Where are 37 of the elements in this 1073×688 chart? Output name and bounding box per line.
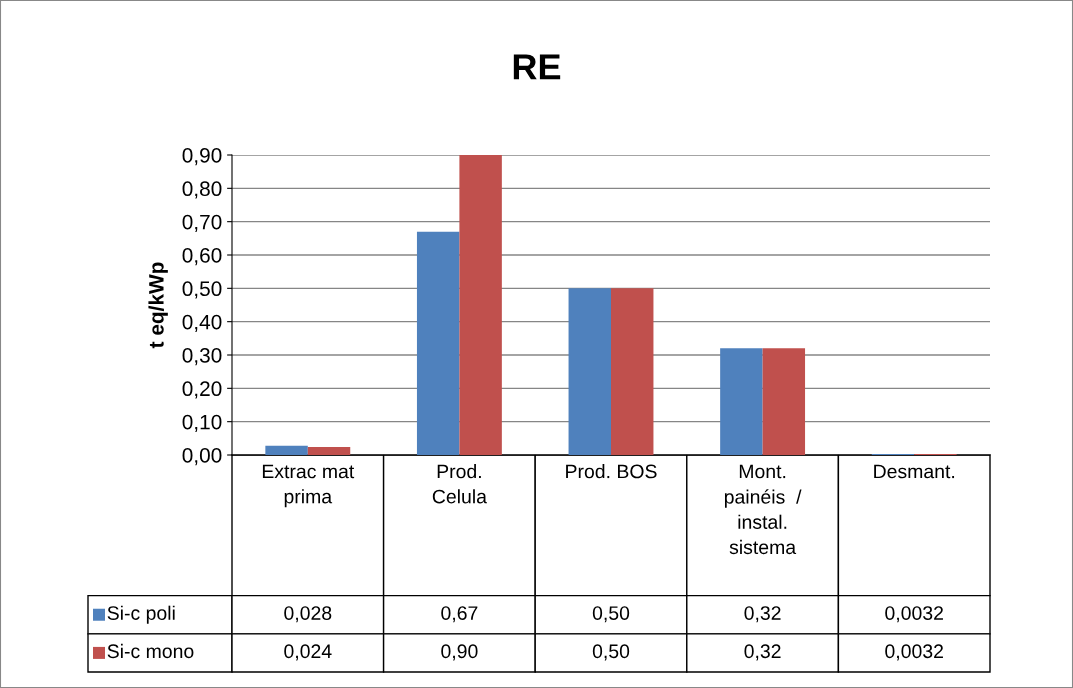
legend-label: Si-c mono — [107, 643, 194, 659]
x-tick-label: Mont. painéis / instal. sistema — [724, 464, 802, 555]
data-label: 0,50 — [592, 644, 630, 661]
bar — [265, 445, 308, 455]
y-tick-label: 0,70 — [182, 214, 222, 232]
data-label: 0,32 — [744, 606, 781, 623]
data-label: 0,32 — [744, 644, 781, 661]
y-tick-label: 0,40 — [182, 314, 222, 332]
y-tick-label: 0,60 — [182, 248, 222, 266]
y-tick-label: 0,30 — [182, 348, 222, 366]
bar — [568, 288, 611, 455]
chart-title: RE — [513, 54, 561, 80]
y-tick-label: 0,00 — [182, 448, 222, 466]
bar — [459, 155, 502, 455]
x-tick-label: Prod. Celula — [432, 464, 487, 504]
data-label: 0,67 — [441, 606, 478, 623]
data-label: 0,028 — [284, 606, 332, 623]
data-label: 0,0032 — [885, 606, 943, 623]
data-label: 0,90 — [441, 644, 478, 661]
x-tick-label: Desmant. — [874, 464, 955, 479]
data-label: 0,50 — [592, 606, 630, 623]
y-axis-title: t eq/kWp — [148, 262, 168, 349]
bar — [762, 348, 806, 455]
y-tick-label: 0,90 — [182, 148, 222, 166]
bar — [307, 447, 351, 455]
bar — [720, 348, 763, 455]
legend-label: Si-c poli — [107, 605, 175, 624]
y-tick-label: 0,10 — [182, 414, 222, 432]
y-tick-label: 0,50 — [182, 281, 222, 299]
bar — [416, 231, 460, 455]
y-tick-label: 0,20 — [182, 381, 222, 399]
x-tick-label: Prod. BOS — [566, 464, 657, 479]
y-tick-label: 0,80 — [182, 181, 222, 199]
bar — [611, 288, 654, 455]
data-label: 0,024 — [284, 644, 332, 661]
data-label: 0,0032 — [885, 644, 943, 661]
x-tick-label: Extrac mat prima — [262, 464, 355, 508]
